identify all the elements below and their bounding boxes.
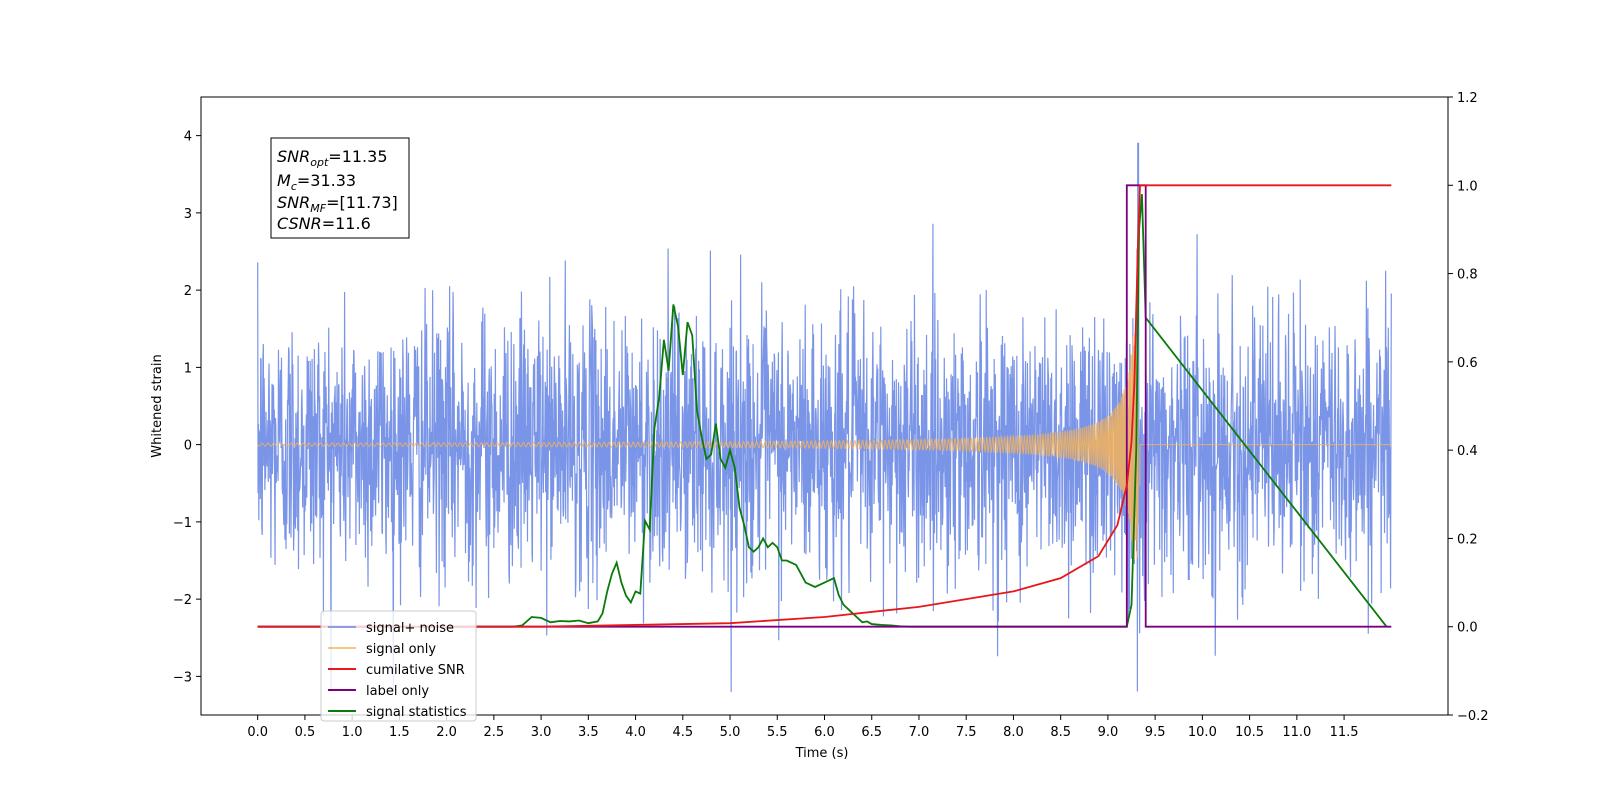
y2-tick-label: 1.0 <box>1457 179 1478 194</box>
y-tick-label: 4 <box>184 130 192 145</box>
y2-tick-label: 0.4 <box>1457 444 1478 459</box>
y2-tick-label: −0.2 <box>1457 709 1489 724</box>
legend-item: signal+ noise <box>328 621 454 636</box>
y2-tick-label: 0.6 <box>1457 356 1478 371</box>
y-axis-right: 1.2 1.0 0.8 0.6 0.4 0.2 0.0 −0.2 <box>1448 91 1489 724</box>
legend-item: cumilative SNR <box>328 663 465 678</box>
x-axis: 0.0 0.5 1.0 1.5 2.0 2.5 3.0 3.5 4.0 4.5 5.0 5.5 6.0 6… <box>247 715 1359 740</box>
y2-tick-label: 0.2 <box>1457 532 1478 547</box>
x-tick-label: 3.0 <box>531 725 552 740</box>
x-tick-label: 6.0 <box>814 725 835 740</box>
x-tick-label: 0.5 <box>295 725 316 740</box>
x-tick-label: 4.5 <box>672 725 693 740</box>
x-tick-label: 1.5 <box>389 725 410 740</box>
x-tick-label: 10.0 <box>1188 725 1217 740</box>
legend-label: label only <box>366 684 429 699</box>
x-tick-label: 6.5 <box>861 725 882 740</box>
annotation-frame <box>270 137 410 239</box>
legend-label: signal+ noise <box>366 621 454 636</box>
legend-item: label only <box>328 684 429 699</box>
x-tick-label: 3.5 <box>578 725 599 740</box>
series-label-only <box>257 184 1392 628</box>
x-tick-label: 2.0 <box>436 725 457 740</box>
y2-tick-label: 0.8 <box>1457 268 1478 283</box>
x-tick-label: 9.5 <box>1145 725 1166 740</box>
legend-item: signal statistics <box>328 705 467 720</box>
x-tick-label: 4.0 <box>625 725 646 740</box>
series-cumulative-snr <box>257 184 1392 628</box>
x-tick-label: 8.0 <box>1003 725 1024 740</box>
x-tick-label: 0.0 <box>247 725 268 740</box>
y-axis-label: Whitened strain <box>150 354 165 457</box>
annotation-csnr: CSNR=11.6 <box>277 214 371 233</box>
y2-tick-label: 1.2 <box>1457 91 1478 106</box>
x-tick-label: 2.5 <box>484 725 505 740</box>
y-tick-label: 2 <box>184 284 192 299</box>
series-signal-only <box>257 333 1392 561</box>
x-tick-label: 1.0 <box>342 725 363 740</box>
x-tick-label: 5.5 <box>767 725 788 740</box>
y-tick-label: 0 <box>184 439 192 454</box>
annotation-box: SNRopt=11.35 Mc=31.33 SNRMF=[11.73] CSNR… <box>270 137 410 239</box>
annotation-snr-opt: SNRopt=11.35 <box>277 147 388 169</box>
x-tick-label: 11.5 <box>1330 725 1359 740</box>
y2-tick-label: 0.0 <box>1457 621 1478 636</box>
y-tick-label: −2 <box>173 593 192 608</box>
x-tick-label: 10.5 <box>1235 725 1264 740</box>
legend-frame <box>320 610 477 722</box>
series-signal-noise <box>257 142 1392 692</box>
y-axis-left: 4 3 2 1 0 −1 −2 −3 <box>173 130 201 685</box>
legend-label: signal only <box>366 642 436 657</box>
x-tick-label: 8.5 <box>1050 725 1071 740</box>
annotation-mc: Mc=31.33 <box>277 171 356 193</box>
legend: signal+ noise signal only cumilative SNR la… <box>320 610 477 722</box>
x-tick-label: 5.0 <box>720 725 741 740</box>
y-tick-label: −1 <box>173 516 192 531</box>
y-tick-label: 3 <box>184 207 192 222</box>
legend-label: cumilative SNR <box>366 663 465 678</box>
y-tick-label: −3 <box>173 670 192 685</box>
x-tick-label: 7.5 <box>956 725 977 740</box>
x-tick-label: 7.0 <box>909 725 930 740</box>
x-tick-label: 11.0 <box>1282 725 1311 740</box>
x-axis-label: Time (s) <box>795 746 849 761</box>
legend-item: signal only <box>328 642 436 657</box>
x-tick-label: 9.0 <box>1098 725 1119 740</box>
annotation-snr-mf: SNRMF=[11.73] <box>277 193 398 215</box>
y-tick-label: 1 <box>184 361 192 376</box>
legend-label: signal statistics <box>366 705 467 720</box>
series-layer <box>257 142 1392 692</box>
